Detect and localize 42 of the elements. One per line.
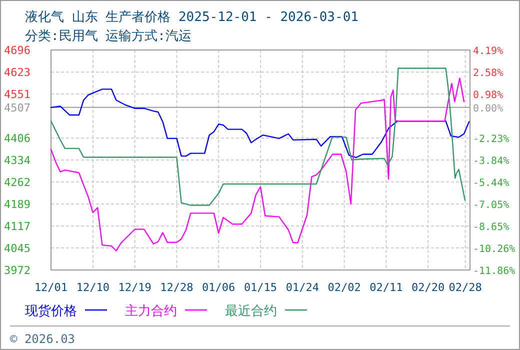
y-tick-label: 4623 xyxy=(4,66,30,80)
y2-tick-label: -8.65% xyxy=(473,222,510,233)
y-tick-label: 4045 xyxy=(4,242,30,255)
y2-tick-label: 4.19% xyxy=(473,46,504,57)
text: © 2026.03 xyxy=(10,332,76,346)
x-tick-label: 02/28 xyxy=(448,281,482,294)
y-tick-label: 4696 xyxy=(4,44,30,57)
y-tick-label: 4189 xyxy=(4,198,30,212)
legend-label: 最近合约 xyxy=(225,304,277,319)
y2-tick-label: 2.58% xyxy=(473,68,504,80)
x-tick-label: 02/02 xyxy=(328,281,361,294)
line-series xyxy=(50,78,465,252)
y-tick-label: 4262 xyxy=(4,176,30,189)
y2-tick-label: -3.84% xyxy=(473,156,510,168)
y2-tick-label: 0.00% xyxy=(473,103,504,114)
y-tick-label: 4406 xyxy=(4,132,30,146)
y2-tick-label: -10.26% xyxy=(473,244,516,256)
y-tick-label: 4117 xyxy=(4,220,30,233)
y-tick-label: 4334 xyxy=(4,154,31,167)
y-tick-label: 3972 xyxy=(4,264,30,277)
x-tick-label: 12/28 xyxy=(160,281,194,294)
x-tick-label: 12/01 xyxy=(34,281,68,294)
y2-tick-label: -5.44% xyxy=(473,178,510,189)
chart-title: 液化气 山东 生产者价格 2025-12-01 - 2026-03-01 xyxy=(25,10,358,25)
x-tick-label: 02/11 xyxy=(370,281,403,294)
x-tick-label: 02/20 xyxy=(412,281,445,294)
y-tick-label: 4551 xyxy=(4,88,30,102)
x-tick-label: 01/24 xyxy=(286,281,320,294)
chart-subtitle: 分类:民用气 运输方式:汽运 xyxy=(25,28,192,44)
y2-tick-label: 0.98% xyxy=(473,90,504,101)
y2-tick-label: -7.05% xyxy=(473,200,510,212)
legend-label: 主力合约 xyxy=(125,303,177,319)
x-tick-label: 12/10 xyxy=(76,281,110,294)
legend-label: 现货价格 xyxy=(25,304,77,319)
y2-tick-label: -2.23% xyxy=(473,134,510,145)
x-tick-label: 01/06 xyxy=(202,281,236,294)
line-series xyxy=(50,88,470,158)
y2-tick-label: -11.86% xyxy=(473,266,516,277)
line-series xyxy=(50,68,466,206)
y-tick-label: 4507 xyxy=(4,101,30,114)
x-tick-label: 01/15 xyxy=(244,281,278,294)
x-tick-label: 12/19 xyxy=(118,281,152,294)
